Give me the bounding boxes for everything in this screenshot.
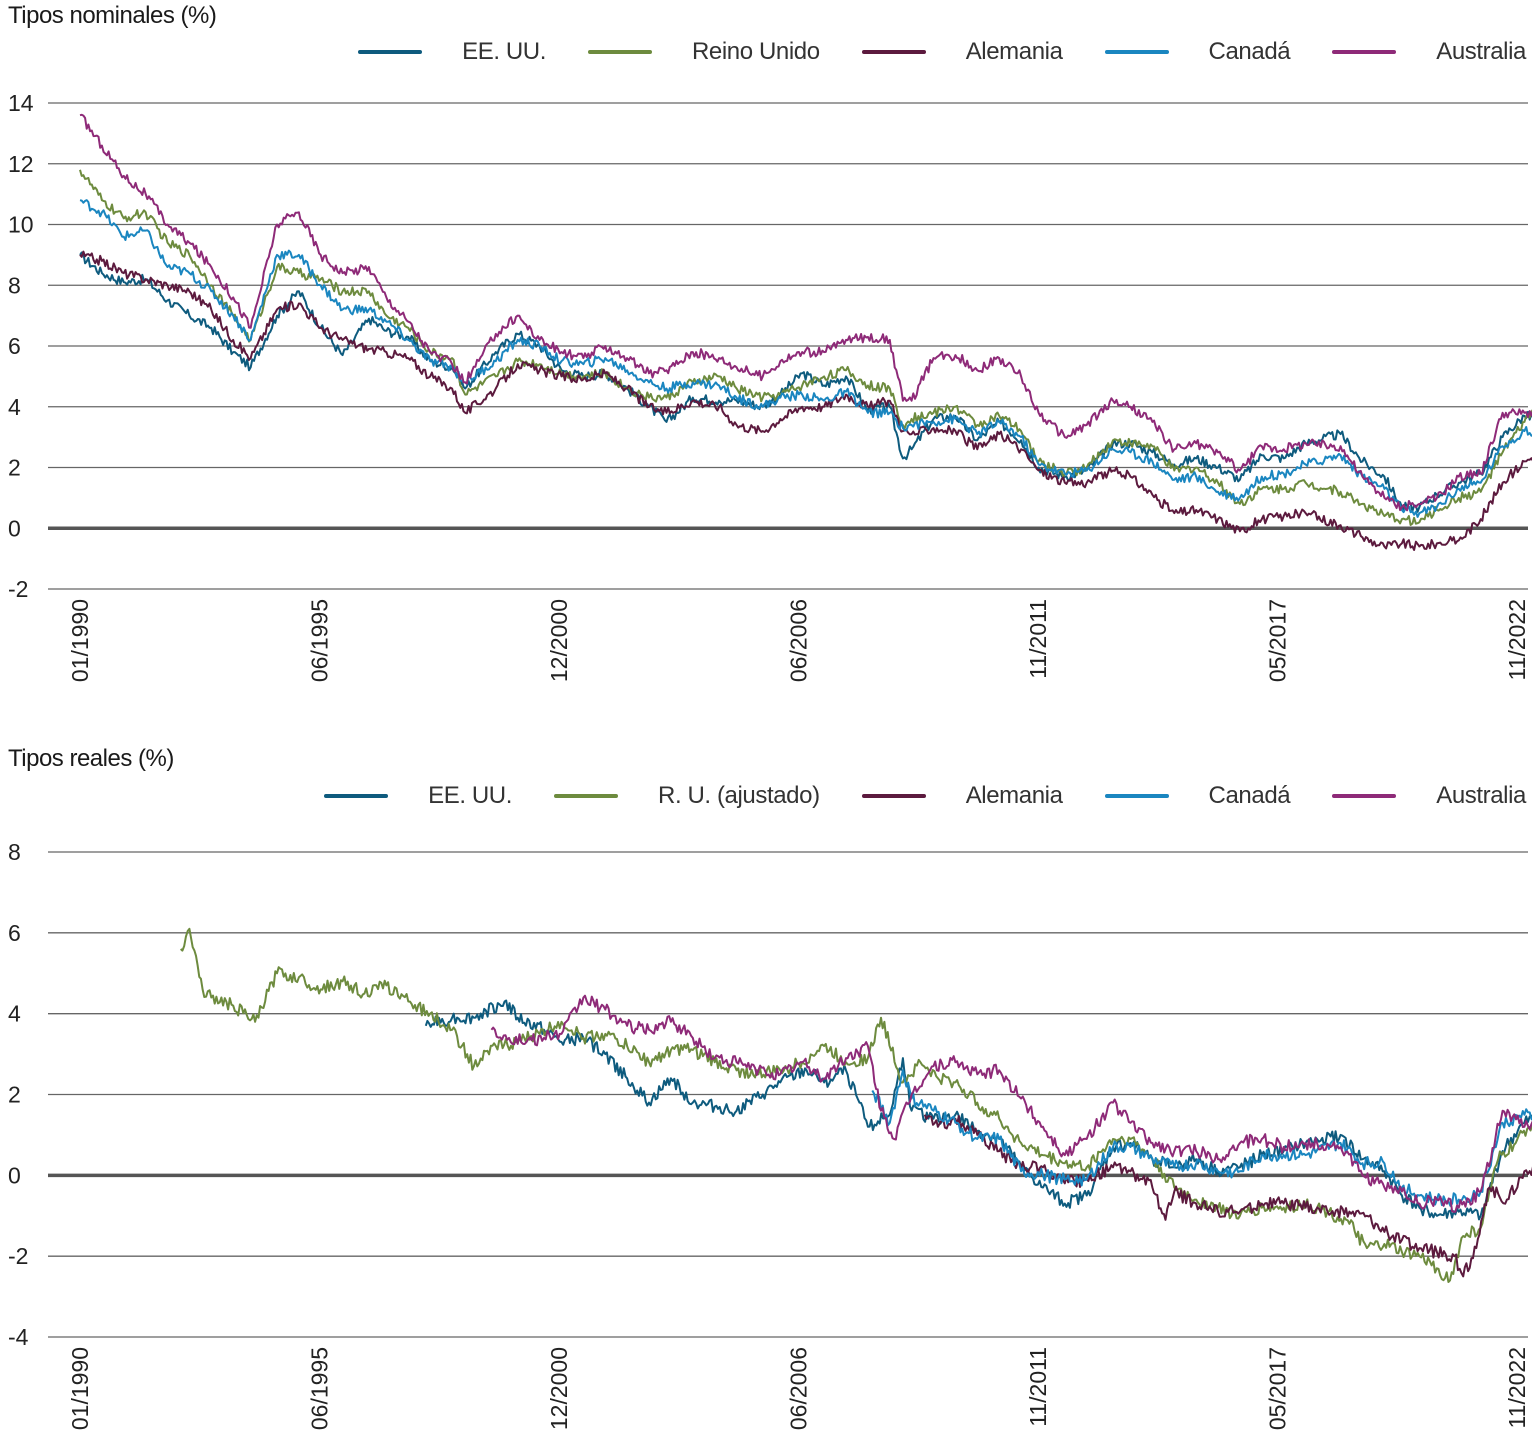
legend-item-ee-uu: EE. UU. bbox=[358, 38, 546, 66]
legend-swatch bbox=[324, 794, 389, 798]
chart-title-real: Tipos reales (%) bbox=[8, 745, 174, 772]
x-tick-label: 05/2017 bbox=[1265, 1347, 1291, 1430]
x-tick-label: 06/2006 bbox=[786, 599, 812, 682]
y-tick-label: 2 bbox=[8, 455, 21, 481]
y-tick-label: -2 bbox=[8, 1243, 28, 1269]
x-tick-label: 11/2022 bbox=[1504, 1347, 1530, 1428]
x-tick-label: 01/1990 bbox=[67, 1347, 93, 1430]
legend-item-australia: Australia bbox=[1332, 38, 1526, 66]
legend-swatch bbox=[1104, 794, 1169, 798]
legend-label: Alemania bbox=[965, 38, 1063, 65]
series-line-r-u-ajustado bbox=[180, 927, 1532, 1283]
legend-real: EE. UU. R. U. (ajustado) Alemania Canadá Aus… bbox=[282, 782, 1526, 810]
y-tick-label: 8 bbox=[8, 839, 21, 865]
legend-item-reino-unido: Reino Unido bbox=[588, 38, 820, 66]
x-tick-label: 12/2000 bbox=[546, 599, 572, 682]
legend-swatch bbox=[861, 794, 926, 798]
legend-label: EE. UU. bbox=[428, 782, 513, 809]
x-tick-label: 06/1995 bbox=[307, 599, 333, 682]
x-tick-label: 06/1995 bbox=[307, 1347, 333, 1430]
y-tick-label: 10 bbox=[8, 212, 34, 238]
y-tick-label: 4 bbox=[8, 1001, 21, 1027]
gridlines bbox=[48, 851, 1528, 1338]
x-tick-label: 11/2011 bbox=[1025, 1347, 1051, 1427]
y-tick-label: 0 bbox=[8, 1162, 21, 1188]
legend-item-alemania: Alemania bbox=[861, 38, 1063, 66]
y-tick-label: -4 bbox=[8, 1324, 29, 1350]
legend-label: Australia bbox=[1436, 782, 1526, 809]
series-line-australia bbox=[79, 113, 1532, 512]
legend-item-r-u-ajustado: R. U. (ajustado) bbox=[554, 782, 820, 810]
legend-label: Australia bbox=[1436, 38, 1526, 65]
legend-nominal: EE. UU. Reino Unido Alemania Canadá Australi… bbox=[316, 38, 1526, 66]
y-tick-label: 4 bbox=[8, 394, 21, 420]
chart-real-rates: 8 6 4 2 0 -2 -4 01/1990 06/1995 12/2000 06/2006 11/… bbox=[8, 839, 1532, 1430]
series-line-ee-uu bbox=[79, 251, 1532, 513]
legend-item-canada: Canadá bbox=[1104, 38, 1291, 66]
series-line-reino-unido bbox=[79, 169, 1532, 526]
legend-label: Canadá bbox=[1208, 38, 1291, 65]
legend-swatch bbox=[861, 50, 926, 54]
y-tick-label: 8 bbox=[8, 272, 21, 298]
series-line-canada bbox=[79, 199, 1532, 518]
x-tick-label: 06/2006 bbox=[786, 1347, 812, 1430]
legend-item-ee-uu: EE. UU. bbox=[324, 782, 512, 810]
y-tick-label: 2 bbox=[8, 1082, 21, 1108]
y-tick-label: 14 bbox=[8, 90, 34, 116]
x-tick-label: 11/2022 bbox=[1504, 599, 1530, 680]
chart-nominal-rates: 14 12 10 8 6 4 2 0 -2 01/1990 06/1995 12/2000 06/200… bbox=[8, 90, 1532, 682]
y-tick-label: 6 bbox=[8, 920, 21, 946]
y-tick-label: 0 bbox=[8, 515, 21, 541]
series-line-australia bbox=[490, 994, 1532, 1213]
legend-label: EE. UU. bbox=[462, 38, 546, 65]
legend-swatch bbox=[358, 50, 423, 54]
legend-swatch bbox=[1332, 50, 1397, 54]
x-tick-label: 11/2011 bbox=[1025, 599, 1051, 679]
x-tick-label: 01/1990 bbox=[67, 599, 93, 682]
legend-label: R. U. (ajustado) bbox=[658, 782, 820, 809]
gridlines bbox=[48, 102, 1528, 590]
x-tick-label: 05/2017 bbox=[1265, 599, 1291, 682]
y-tick-label: -2 bbox=[8, 576, 28, 602]
legend-item-australia: Australia bbox=[1332, 782, 1526, 810]
legend-label: Alemania bbox=[965, 782, 1063, 809]
chart-title-nominal: Tipos nominales (%) bbox=[8, 2, 217, 29]
legend-swatch bbox=[1332, 794, 1397, 798]
legend-swatch bbox=[1104, 50, 1169, 54]
legend-item-alemania: Alemania bbox=[861, 782, 1063, 810]
legend-swatch bbox=[554, 794, 619, 798]
y-tick-label: 6 bbox=[8, 333, 21, 359]
legend-label: Canadá bbox=[1208, 782, 1291, 809]
series-line-alemania bbox=[923, 1114, 1532, 1278]
legend-item-canada: Canadá bbox=[1104, 782, 1291, 810]
series-line-alemania bbox=[79, 250, 1532, 551]
x-tick-label: 12/2000 bbox=[546, 1347, 572, 1430]
legend-swatch bbox=[588, 50, 652, 54]
legend-label: Reino Unido bbox=[692, 38, 820, 65]
y-tick-label: 12 bbox=[8, 151, 34, 177]
